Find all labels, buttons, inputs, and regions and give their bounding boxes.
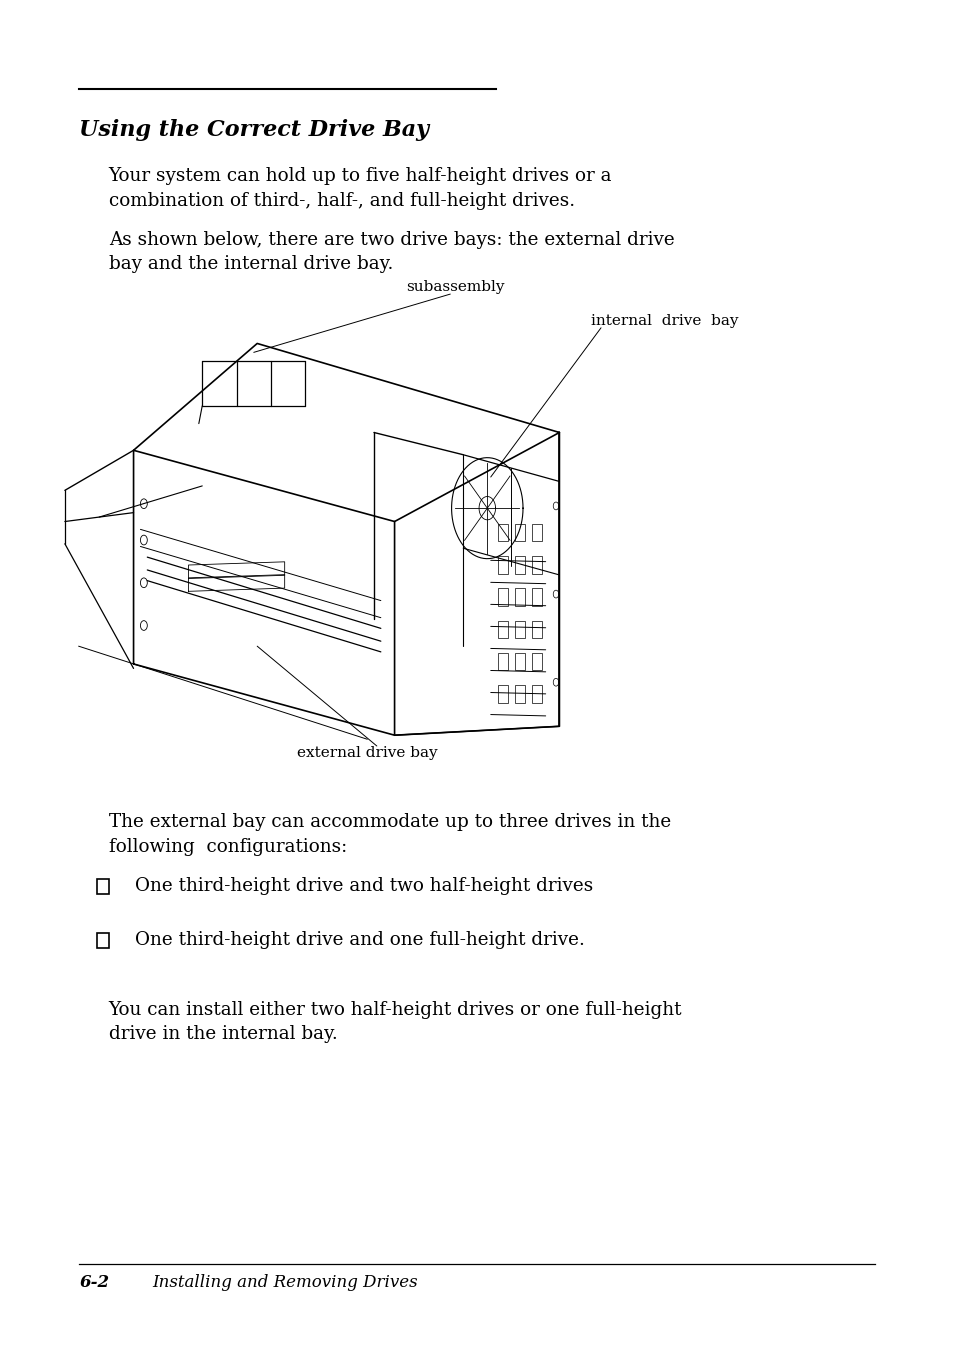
Text: internal  drive  bay: internal drive bay — [591, 314, 739, 328]
Text: You can install either two half-height drives or one full-height
drive in the in: You can install either two half-height d… — [109, 1001, 681, 1043]
Text: The external bay can accommodate up to three drives in the
following  configurat: The external bay can accommodate up to t… — [109, 813, 670, 855]
Bar — [532, 523, 541, 541]
Bar — [97, 934, 109, 947]
Text: subassembly: subassembly — [405, 281, 504, 294]
Bar — [497, 556, 507, 573]
Bar — [497, 621, 507, 638]
Bar — [532, 621, 541, 638]
Text: One third-height drive and one full-height drive.: One third-height drive and one full-heig… — [135, 931, 585, 950]
Bar — [497, 523, 507, 541]
Bar — [532, 556, 541, 573]
Bar — [497, 588, 507, 606]
Text: Your system can hold up to five half-height drives or a
combination of third-, h: Your system can hold up to five half-hei… — [109, 167, 612, 209]
Bar — [97, 880, 109, 893]
Text: One third-height drive and two half-height drives: One third-height drive and two half-heig… — [135, 877, 593, 896]
Text: Using the Correct Drive Bay: Using the Correct Drive Bay — [79, 119, 429, 140]
Bar — [515, 653, 524, 670]
Bar — [532, 653, 541, 670]
Bar — [515, 556, 524, 573]
Text: As shown below, there are two drive bays: the external drive
bay and the interna: As shown below, there are two drive bays… — [109, 231, 674, 272]
Text: external drive bay: external drive bay — [296, 746, 437, 759]
Bar — [497, 653, 507, 670]
Bar — [515, 523, 524, 541]
Bar — [532, 588, 541, 606]
Bar — [515, 621, 524, 638]
Text: 6-2: 6-2 — [79, 1275, 110, 1291]
Bar — [497, 685, 507, 703]
Bar — [532, 685, 541, 703]
Bar — [515, 588, 524, 606]
Text: Installing and Removing Drives: Installing and Removing Drives — [152, 1275, 417, 1291]
Bar — [515, 685, 524, 703]
